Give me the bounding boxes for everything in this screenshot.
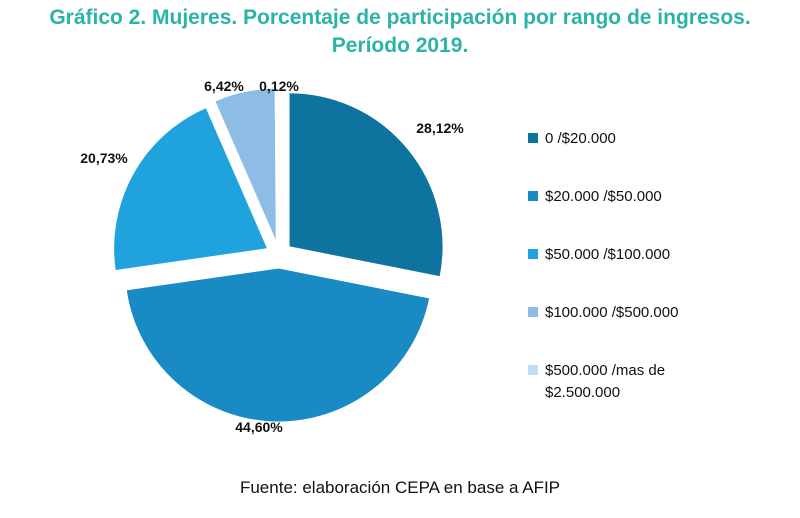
- legend-item-5: $500.000 /mas de $2.500.000: [528, 360, 788, 404]
- source-note: Fuente: elaboración CEPA en base a AFIP: [239, 478, 561, 497]
- data-label-2: 44,60%: [235, 419, 283, 435]
- pie-slice-5: [277, 87, 280, 243]
- legend-swatch-3: [528, 249, 538, 259]
- legend-swatch-5: [528, 365, 538, 375]
- legend-label-3: $50.000 /$100.000: [545, 246, 671, 263]
- chart-title-line1: Gráfico 2. Mujeres. Porcentaje de partic…: [49, 6, 751, 29]
- legend-item-1: 0 /$20.000: [528, 128, 788, 150]
- data-label-3: 20,73%: [80, 150, 128, 166]
- chart-title-line2: Período 2019.: [331, 34, 469, 57]
- data-label-4: 6,42%: [204, 78, 244, 94]
- legend-swatch-1: [528, 133, 538, 143]
- legend-swatch-2: [528, 191, 538, 201]
- legend-label-5: $500.000 /mas de $2.500.000: [545, 362, 666, 401]
- pie-slice-3: [113, 106, 269, 272]
- legend-item-3: $50.000 /$100.000: [528, 244, 788, 266]
- pie-slice-1: [288, 92, 444, 278]
- legend-label-4: $100.000 /$500.000: [545, 304, 679, 321]
- data-label-1: 28,12%: [416, 120, 464, 136]
- pie-slice-4: [214, 87, 277, 243]
- legend-label-1: 0 /$20.000: [545, 130, 616, 147]
- legend-item-4: $100.000 /$500.000: [528, 302, 788, 324]
- legend-swatch-4: [528, 307, 538, 317]
- data-label-5: 0,12%: [259, 78, 299, 94]
- legend-item-2: $20.000 /$50.000: [528, 186, 788, 208]
- pie-slice-2: [125, 267, 431, 423]
- legend-label-2: $20.000 /$50.000: [545, 188, 662, 205]
